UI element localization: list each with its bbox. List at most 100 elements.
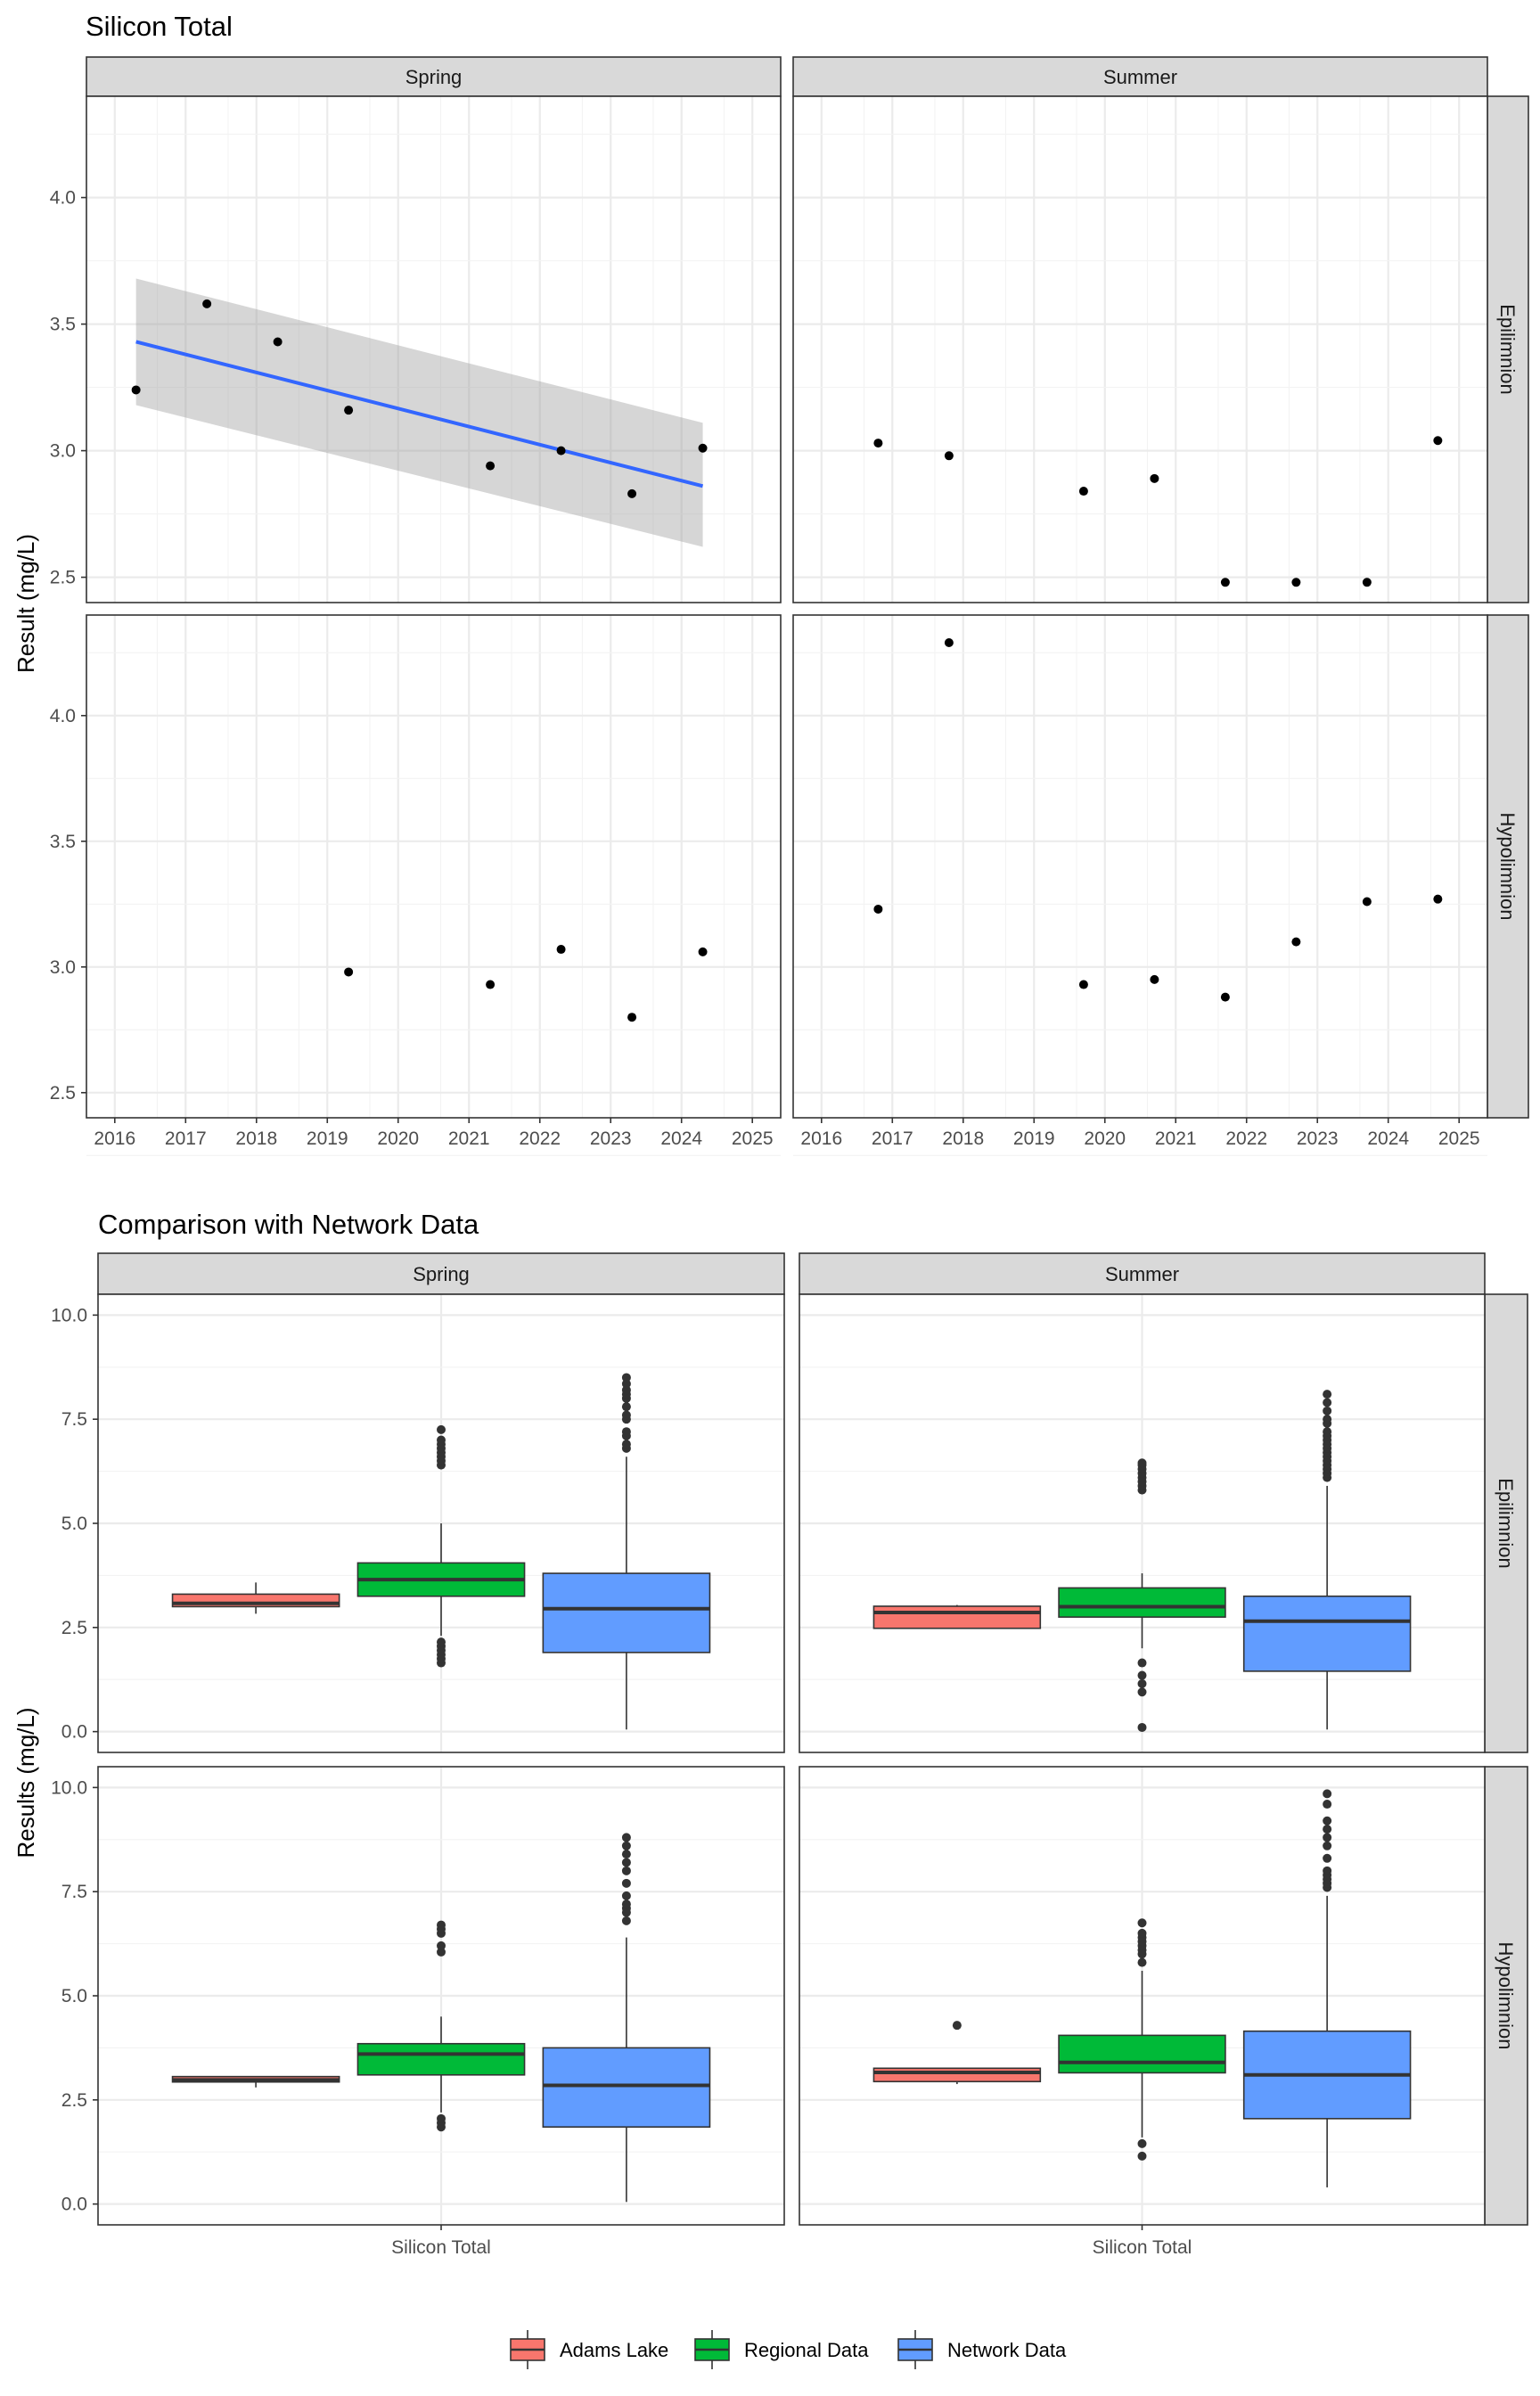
outlier-point [1323, 1800, 1332, 1809]
legend-label: Adams Lake [560, 2339, 668, 2361]
outlier-point [1137, 1918, 1147, 1928]
outlier-point [621, 1891, 631, 1900]
x-tick-label: 2017 [165, 1128, 207, 1149]
panel-summer-epilimnion [799, 1293, 1486, 1753]
panel-spring-hypolimnion [86, 614, 782, 1156]
x-tick-label: 2023 [590, 1128, 632, 1149]
outlier-point [1323, 1406, 1332, 1415]
panel-border [799, 1293, 1486, 1753]
x-tick-label: Silicon Total [391, 2237, 491, 2258]
outlier-point [621, 1916, 631, 1925]
outlier-point [1323, 1789, 1332, 1799]
outlier-point [621, 1866, 631, 1875]
outlier-point [1137, 2151, 1147, 2161]
facet-strip-spring [86, 56, 782, 97]
y-tick-label: 0.0 [61, 2195, 87, 2215]
legend-item-regional-data: Regional Data [694, 2330, 869, 2369]
box-regional-data [356, 1920, 526, 2132]
data-point [1291, 937, 1301, 947]
x-tick-label: 2022 [1225, 1128, 1267, 1149]
facet-strip-epilimnion [1484, 1293, 1528, 1753]
gridlines [86, 615, 781, 1156]
outlier-point [1323, 1398, 1332, 1407]
data-point [202, 299, 212, 308]
outlier-point [1323, 1427, 1332, 1437]
outlier-point [621, 1379, 631, 1389]
x-tick-label: 2018 [235, 1128, 277, 1149]
data-point [1150, 473, 1159, 483]
x-tick-label: 2019 [307, 1128, 348, 1149]
x-tick-label: 2016 [94, 1128, 135, 1149]
box-regional-data [356, 1424, 526, 1668]
data-point [1362, 578, 1372, 587]
panel-spring-epilimnion [86, 95, 782, 642]
facet-strip-label-spring: Spring [413, 1263, 470, 1285]
legend-label: Regional Data [744, 2339, 869, 2361]
box-network-data [1242, 1789, 1412, 2187]
y-tick-label: 4.0 [50, 188, 76, 209]
panel-summer-epilimnion [792, 95, 1488, 642]
panel-background [793, 615, 1487, 1118]
x-tick-label: 2024 [1367, 1128, 1409, 1149]
box-body [1058, 2034, 1226, 2074]
box-body [542, 2047, 711, 2128]
facet-strip-hypolimnion [1484, 1766, 1528, 2226]
box-adams-lake [171, 2075, 340, 2088]
outlier-point [1137, 1458, 1147, 1468]
box-regional-data [1058, 1918, 1226, 2161]
outlier-point [621, 1410, 631, 1420]
data-point [486, 980, 496, 989]
x-tick-label: 2024 [660, 1128, 702, 1149]
data-point [556, 945, 566, 955]
y-tick-label: 5.0 [61, 1514, 87, 1534]
outlier-point [1137, 2138, 1147, 2148]
facet-strip-hypolimnion [1487, 614, 1529, 1119]
outlier-point [1323, 1841, 1332, 1850]
box-body [872, 1605, 1042, 1629]
panel-border [86, 614, 782, 1119]
outlier-point [621, 1440, 631, 1449]
y-tick-label: 7.5 [61, 1409, 87, 1430]
outlier-point [437, 1920, 446, 1930]
y-tick-label: 3.5 [50, 832, 76, 852]
panel-background [86, 615, 781, 1118]
outlier-point [621, 1858, 631, 1867]
outlier-point [437, 1435, 446, 1445]
facet-strip-summer [792, 56, 1488, 97]
box-body [542, 1572, 711, 1653]
outlier-point [1137, 1928, 1147, 1938]
data-point [627, 1013, 637, 1022]
y-tick-label: 5.0 [61, 1986, 87, 2006]
y-tick-label: 3.0 [50, 957, 76, 978]
data-point [131, 385, 141, 395]
data-point [486, 461, 496, 471]
y-tick-label: 2.5 [50, 568, 76, 588]
box-facet-grid: Spring Summer Epilimnion Hypolimnion 0.0 2.5 5… [51, 1252, 1528, 2258]
facet-strip-label-summer: Summer [1103, 66, 1177, 88]
outlier-point [1323, 1853, 1332, 1863]
panel-border [792, 614, 1488, 1119]
y-axis-label-bottom: Results (mg/L) [12, 1707, 39, 1858]
facet-strip-label-spring: Spring [405, 66, 463, 88]
outlier-point [1323, 1415, 1332, 1424]
chart-title-silicon-total: Silicon Total [86, 11, 233, 42]
trend-line [135, 340, 704, 488]
y-tick-label: 3.0 [50, 441, 76, 462]
data-point [1220, 992, 1230, 1002]
data-point [1078, 487, 1088, 496]
outlier-point [621, 1850, 631, 1859]
data-point [944, 638, 954, 648]
facet-strip-label-hypolimnion: Hypolimnion [1495, 1941, 1517, 2049]
legend-item-adams-lake: Adams Lake [510, 2330, 668, 2369]
data-point [1433, 436, 1443, 446]
outlier-point [621, 1833, 631, 1842]
outlier-point [621, 1900, 631, 1909]
data-point [1078, 980, 1088, 989]
legend-item-network-data: Network Data [897, 2330, 1067, 2369]
outlier-point [1137, 1722, 1147, 1732]
box-regional-data [1058, 1458, 1226, 1732]
x-tick-label: 2018 [942, 1128, 984, 1149]
box-adams-lake [872, 2021, 1042, 2085]
y-tick-label: 10.0 [51, 1777, 87, 1798]
legend-label: Network Data [947, 2339, 1067, 2361]
